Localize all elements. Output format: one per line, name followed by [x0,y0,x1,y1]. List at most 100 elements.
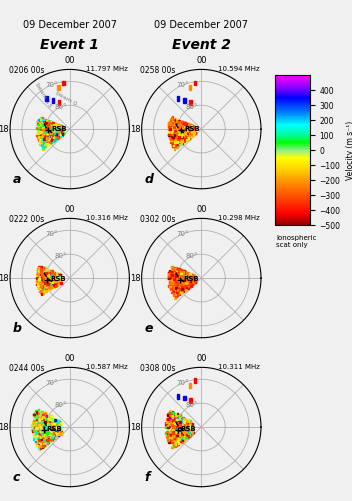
Bar [50,121,51,122]
Bar [178,132,180,134]
Bar [187,136,188,137]
Bar [45,120,47,122]
Bar [193,134,194,135]
Bar [182,417,184,418]
Bar [190,131,191,133]
Bar [181,277,182,278]
Bar [192,133,194,134]
Bar [54,423,55,424]
Bar [45,439,47,440]
Bar [190,424,191,426]
Bar [177,425,178,427]
Bar [60,132,62,133]
Bar [186,286,187,287]
Bar [172,432,174,434]
Bar [178,135,179,137]
Bar [177,438,178,440]
Bar [176,278,177,280]
Bar [52,282,53,284]
Bar [46,432,48,434]
Bar [180,427,181,428]
Bar [50,423,51,424]
Bar [178,426,179,428]
Bar [58,277,60,278]
Bar [58,431,60,432]
Bar [168,278,170,279]
Bar [170,272,172,274]
Bar [178,417,180,419]
Bar [193,276,195,278]
Bar [192,275,193,276]
Bar [188,422,189,424]
Bar [165,425,167,426]
Bar [182,272,183,274]
Bar [47,127,49,129]
Bar [52,140,54,141]
Bar [45,135,47,136]
Bar [57,279,59,281]
Bar [171,124,173,125]
Bar [36,411,37,413]
Bar [189,424,191,425]
Bar [62,129,63,131]
Bar [39,417,41,418]
Bar [61,134,63,136]
Text: 70°: 70° [177,380,189,386]
Text: 00: 00 [196,56,207,65]
Bar [176,119,177,120]
Bar [183,291,184,292]
Bar [46,435,48,436]
Bar [174,421,176,422]
Bar [57,124,59,126]
Bar [38,447,40,448]
Bar [181,435,182,436]
Bar [182,287,183,289]
Bar [180,134,182,135]
Bar [183,123,184,124]
Bar [44,426,45,428]
Bar [56,422,57,423]
Bar [171,267,172,268]
Bar [172,270,173,271]
Bar [184,428,186,429]
Bar [168,442,170,443]
Bar [58,129,60,131]
Bar [174,417,175,418]
Bar [37,124,38,125]
Bar [165,422,166,423]
Bar [59,432,61,433]
Bar [52,436,53,437]
Bar [179,429,180,431]
Bar [41,143,43,145]
Bar [40,430,42,432]
Bar [175,139,177,141]
Bar [56,421,58,423]
Bar [33,413,35,415]
Bar [176,421,177,422]
Bar [37,437,38,438]
Bar [181,278,182,279]
Bar [55,276,57,278]
Bar [40,127,42,128]
Bar [192,275,194,276]
Bar [184,423,186,425]
Bar [170,434,171,435]
Bar [181,286,182,287]
Bar [46,290,47,292]
Bar [189,125,190,127]
Bar [52,141,53,142]
Bar [191,429,193,431]
Bar [51,122,53,123]
Bar [46,123,48,124]
Bar [182,430,184,431]
Bar [176,435,178,436]
Bar [170,123,172,125]
Bar [175,288,177,289]
Bar [190,426,191,428]
Bar [180,276,182,277]
Bar [54,425,56,426]
Bar [51,284,53,285]
Bar [37,133,39,135]
Bar [183,418,184,419]
Bar [182,271,183,272]
